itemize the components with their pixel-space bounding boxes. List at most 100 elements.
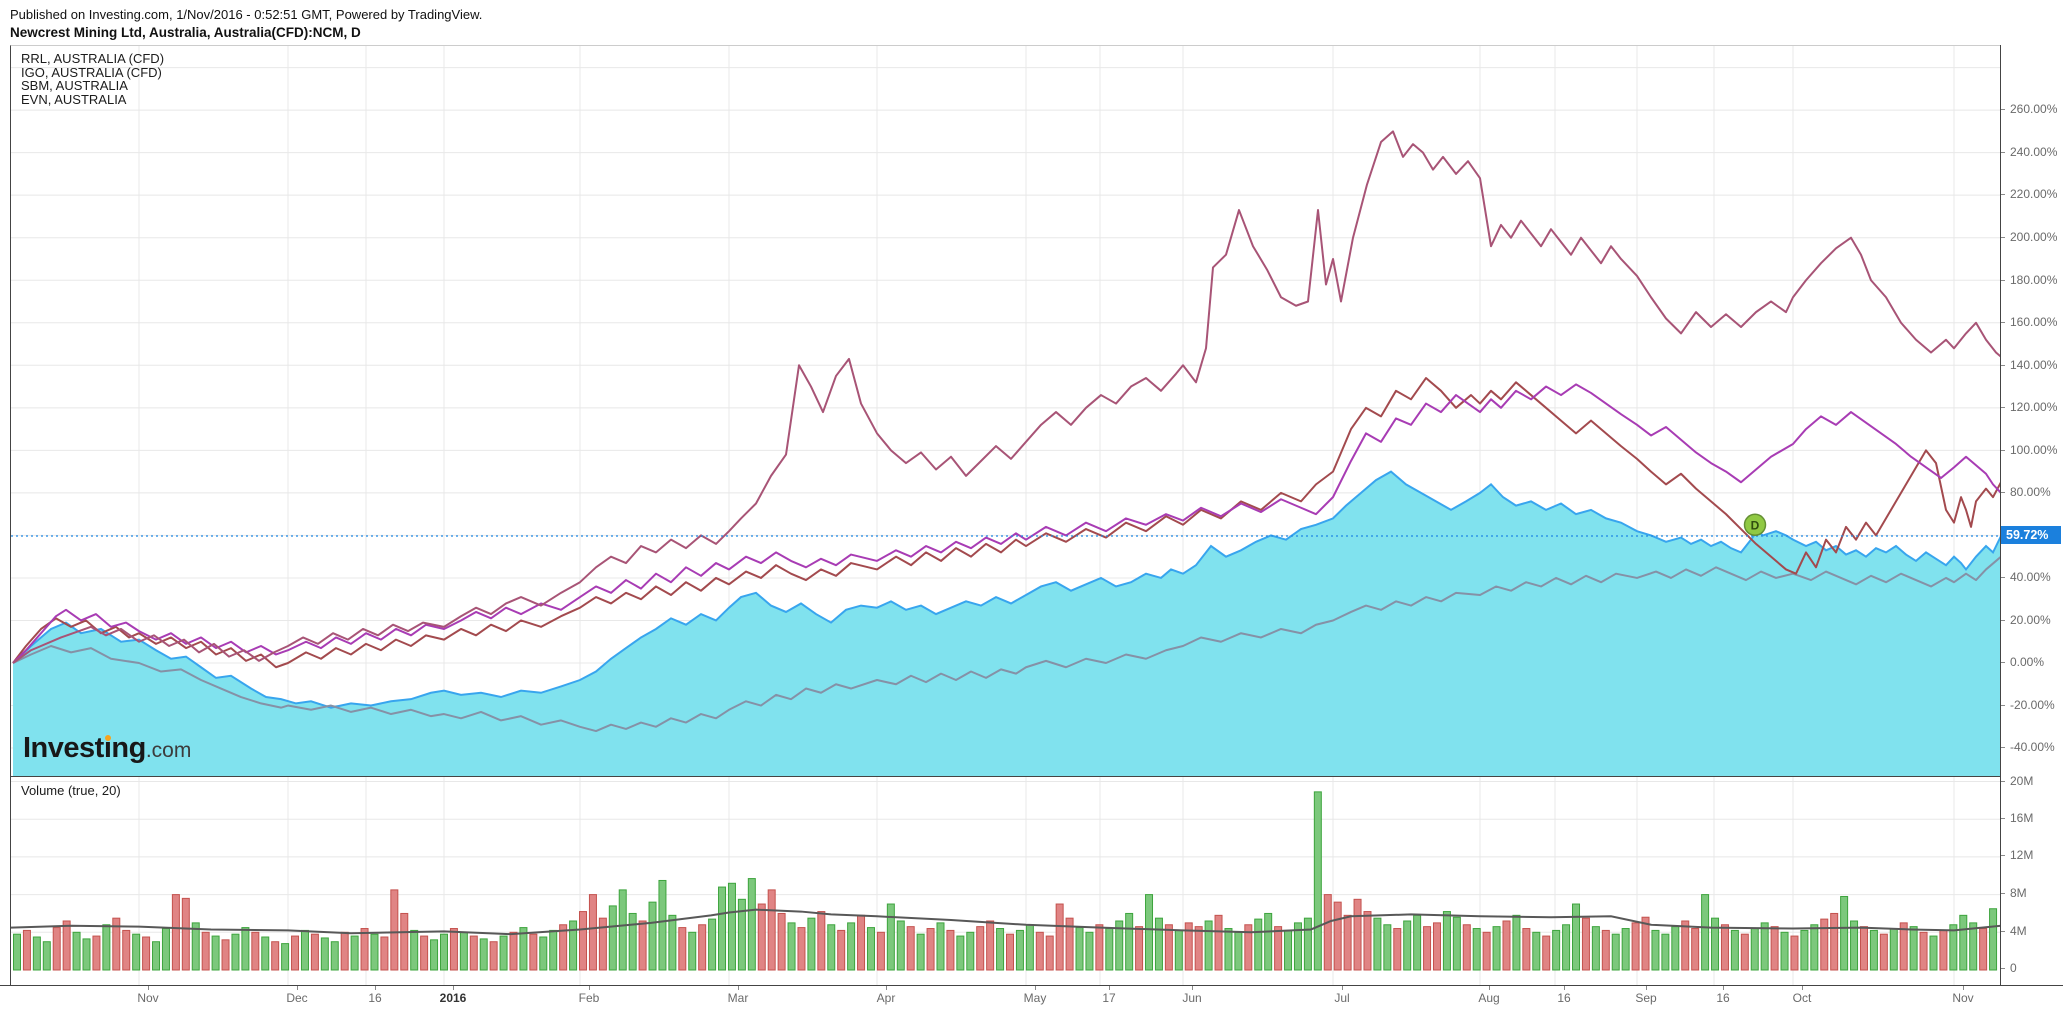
volume-bar[interactable]	[439, 933, 448, 971]
volume-bar[interactable]	[1542, 935, 1551, 971]
volume-bar[interactable]	[281, 943, 290, 971]
volume-bar[interactable]	[1840, 895, 1849, 971]
legend-item-rrl[interactable]: RRL, AUSTRALIA (CFD)	[21, 51, 165, 66]
volume-bar[interactable]	[1522, 928, 1531, 971]
volume-bar[interactable]	[946, 929, 955, 971]
volume-bar[interactable]	[1572, 903, 1581, 971]
volume-bar[interactable]	[489, 941, 498, 971]
volume-bar[interactable]	[1204, 920, 1213, 971]
volume-bar[interactable]	[569, 920, 578, 971]
volume-bar[interactable]	[400, 912, 409, 971]
price-chart[interactable]: D	[11, 46, 2001, 776]
ncm-line[interactable]	[12, 470, 2001, 709]
volume-bar[interactable]	[688, 931, 697, 971]
volume-bar[interactable]	[1164, 924, 1173, 971]
volume-bar[interactable]	[737, 898, 746, 971]
volume-bar[interactable]	[1373, 917, 1382, 971]
price-panel[interactable]: D RRL, AUSTRALIA (CFD) IGO, AUSTRALIA (C…	[11, 46, 2001, 776]
volume-bar[interactable]	[618, 889, 627, 971]
volume-bar[interactable]	[350, 935, 359, 971]
volume-bar[interactable]	[1393, 928, 1402, 971]
volume-bar[interactable]	[976, 926, 985, 971]
volume-bar[interactable]	[1055, 903, 1064, 971]
legend-item-igo[interactable]: IGO, AUSTRALIA (CFD)	[21, 64, 162, 80]
volume-bar[interactable]	[1949, 924, 1958, 971]
volume-bar[interactable]	[1284, 929, 1293, 971]
volume-bar[interactable]	[340, 931, 349, 971]
volume-bar[interactable]	[171, 894, 180, 971]
volume-bar[interactable]	[718, 886, 727, 971]
volume-bar[interactable]	[62, 920, 71, 971]
volume-bar[interactable]	[1859, 926, 1868, 971]
volume-bar[interactable]	[22, 929, 31, 971]
volume-bar[interactable]	[1333, 901, 1342, 971]
volume-bar[interactable]	[1065, 917, 1074, 971]
volume-bar[interactable]	[986, 920, 995, 971]
series-line-evn[interactable]	[12, 383, 2001, 664]
volume-bar[interactable]	[360, 928, 369, 971]
volume-bar[interactable]	[499, 935, 508, 971]
compare-legend[interactable]: RRL, AUSTRALIA (CFD) IGO, AUSTRALIA (CFD…	[21, 52, 164, 106]
volume-bar[interactable]	[1909, 926, 1918, 971]
volume-bar[interactable]	[330, 941, 339, 971]
volume-bar[interactable]	[1353, 898, 1362, 971]
volume-bar[interactable]	[529, 933, 538, 971]
volume-bar[interactable]	[1750, 928, 1759, 971]
volume-bar[interactable]	[1423, 926, 1432, 971]
volume-bar[interactable]	[430, 939, 439, 971]
volume-bar[interactable]	[1830, 912, 1839, 971]
volume-bar[interactable]	[1562, 924, 1571, 971]
volume-bar[interactable]	[1879, 933, 1888, 971]
volume-bar[interactable]	[1293, 922, 1302, 971]
volume-bar[interactable]	[181, 897, 190, 971]
volume-bar[interactable]	[1303, 917, 1312, 971]
volume-bar[interactable]	[1691, 928, 1700, 971]
volume-bar[interactable]	[628, 912, 637, 971]
volume-bar[interactable]	[112, 917, 121, 971]
volume-bar[interactable]	[1492, 926, 1501, 971]
volume-bar[interactable]	[1264, 912, 1273, 971]
volume-bar[interactable]	[479, 938, 488, 971]
volume-bar[interactable]	[896, 920, 905, 971]
volume-bar[interactable]	[1701, 894, 1710, 971]
volume-bar[interactable]	[1780, 931, 1789, 971]
volume-bar[interactable]	[1929, 935, 1938, 971]
volume-bar[interactable]	[1174, 929, 1183, 971]
volume-bar[interactable]	[241, 927, 250, 971]
volume-bar[interactable]	[82, 938, 91, 971]
volume-bar[interactable]	[102, 924, 111, 971]
volume-bar[interactable]	[559, 924, 568, 971]
volume-bar[interactable]	[708, 918, 717, 971]
volume-bar[interactable]	[1770, 926, 1779, 971]
volume-bar[interactable]	[1383, 924, 1392, 971]
legend-item-sbm[interactable]: SBM, AUSTRALIA	[21, 78, 128, 93]
volume-bar[interactable]	[1472, 928, 1481, 971]
volume-bar[interactable]	[191, 922, 200, 971]
volume-bar[interactable]	[32, 936, 41, 971]
volume-bar[interactable]	[370, 933, 379, 971]
volume-bar[interactable]	[1234, 931, 1243, 971]
volume-bar[interactable]	[1403, 920, 1412, 971]
volume-bar[interactable]	[1591, 926, 1600, 971]
volume-bar[interactable]	[797, 927, 806, 971]
volume-bar[interactable]	[1681, 920, 1690, 971]
volume-bar[interactable]	[1820, 918, 1829, 971]
volume-bar[interactable]	[1730, 929, 1739, 971]
series-line-sbm[interactable]	[12, 130, 2001, 664]
volume-bar[interactable]	[42, 941, 51, 971]
volume-bar[interactable]	[1432, 922, 1441, 971]
volume-bar[interactable]	[787, 922, 796, 971]
volume-bar[interactable]	[1224, 928, 1233, 971]
volume-bar[interactable]	[1194, 926, 1203, 971]
volume-bar[interactable]	[926, 928, 935, 971]
volume-bar[interactable]	[271, 941, 280, 971]
volume-bar[interactable]	[1343, 914, 1352, 971]
volume-bar[interactable]	[1254, 918, 1263, 971]
volume-bar[interactable]	[1621, 928, 1630, 971]
volume-bar[interactable]	[727, 882, 736, 971]
volume-bar[interactable]	[1671, 926, 1680, 971]
volume-bar[interactable]	[1274, 926, 1283, 971]
volume-bar[interactable]	[1154, 917, 1163, 971]
volume-bar[interactable]	[588, 894, 597, 971]
volume-bar[interactable]	[1214, 914, 1223, 971]
